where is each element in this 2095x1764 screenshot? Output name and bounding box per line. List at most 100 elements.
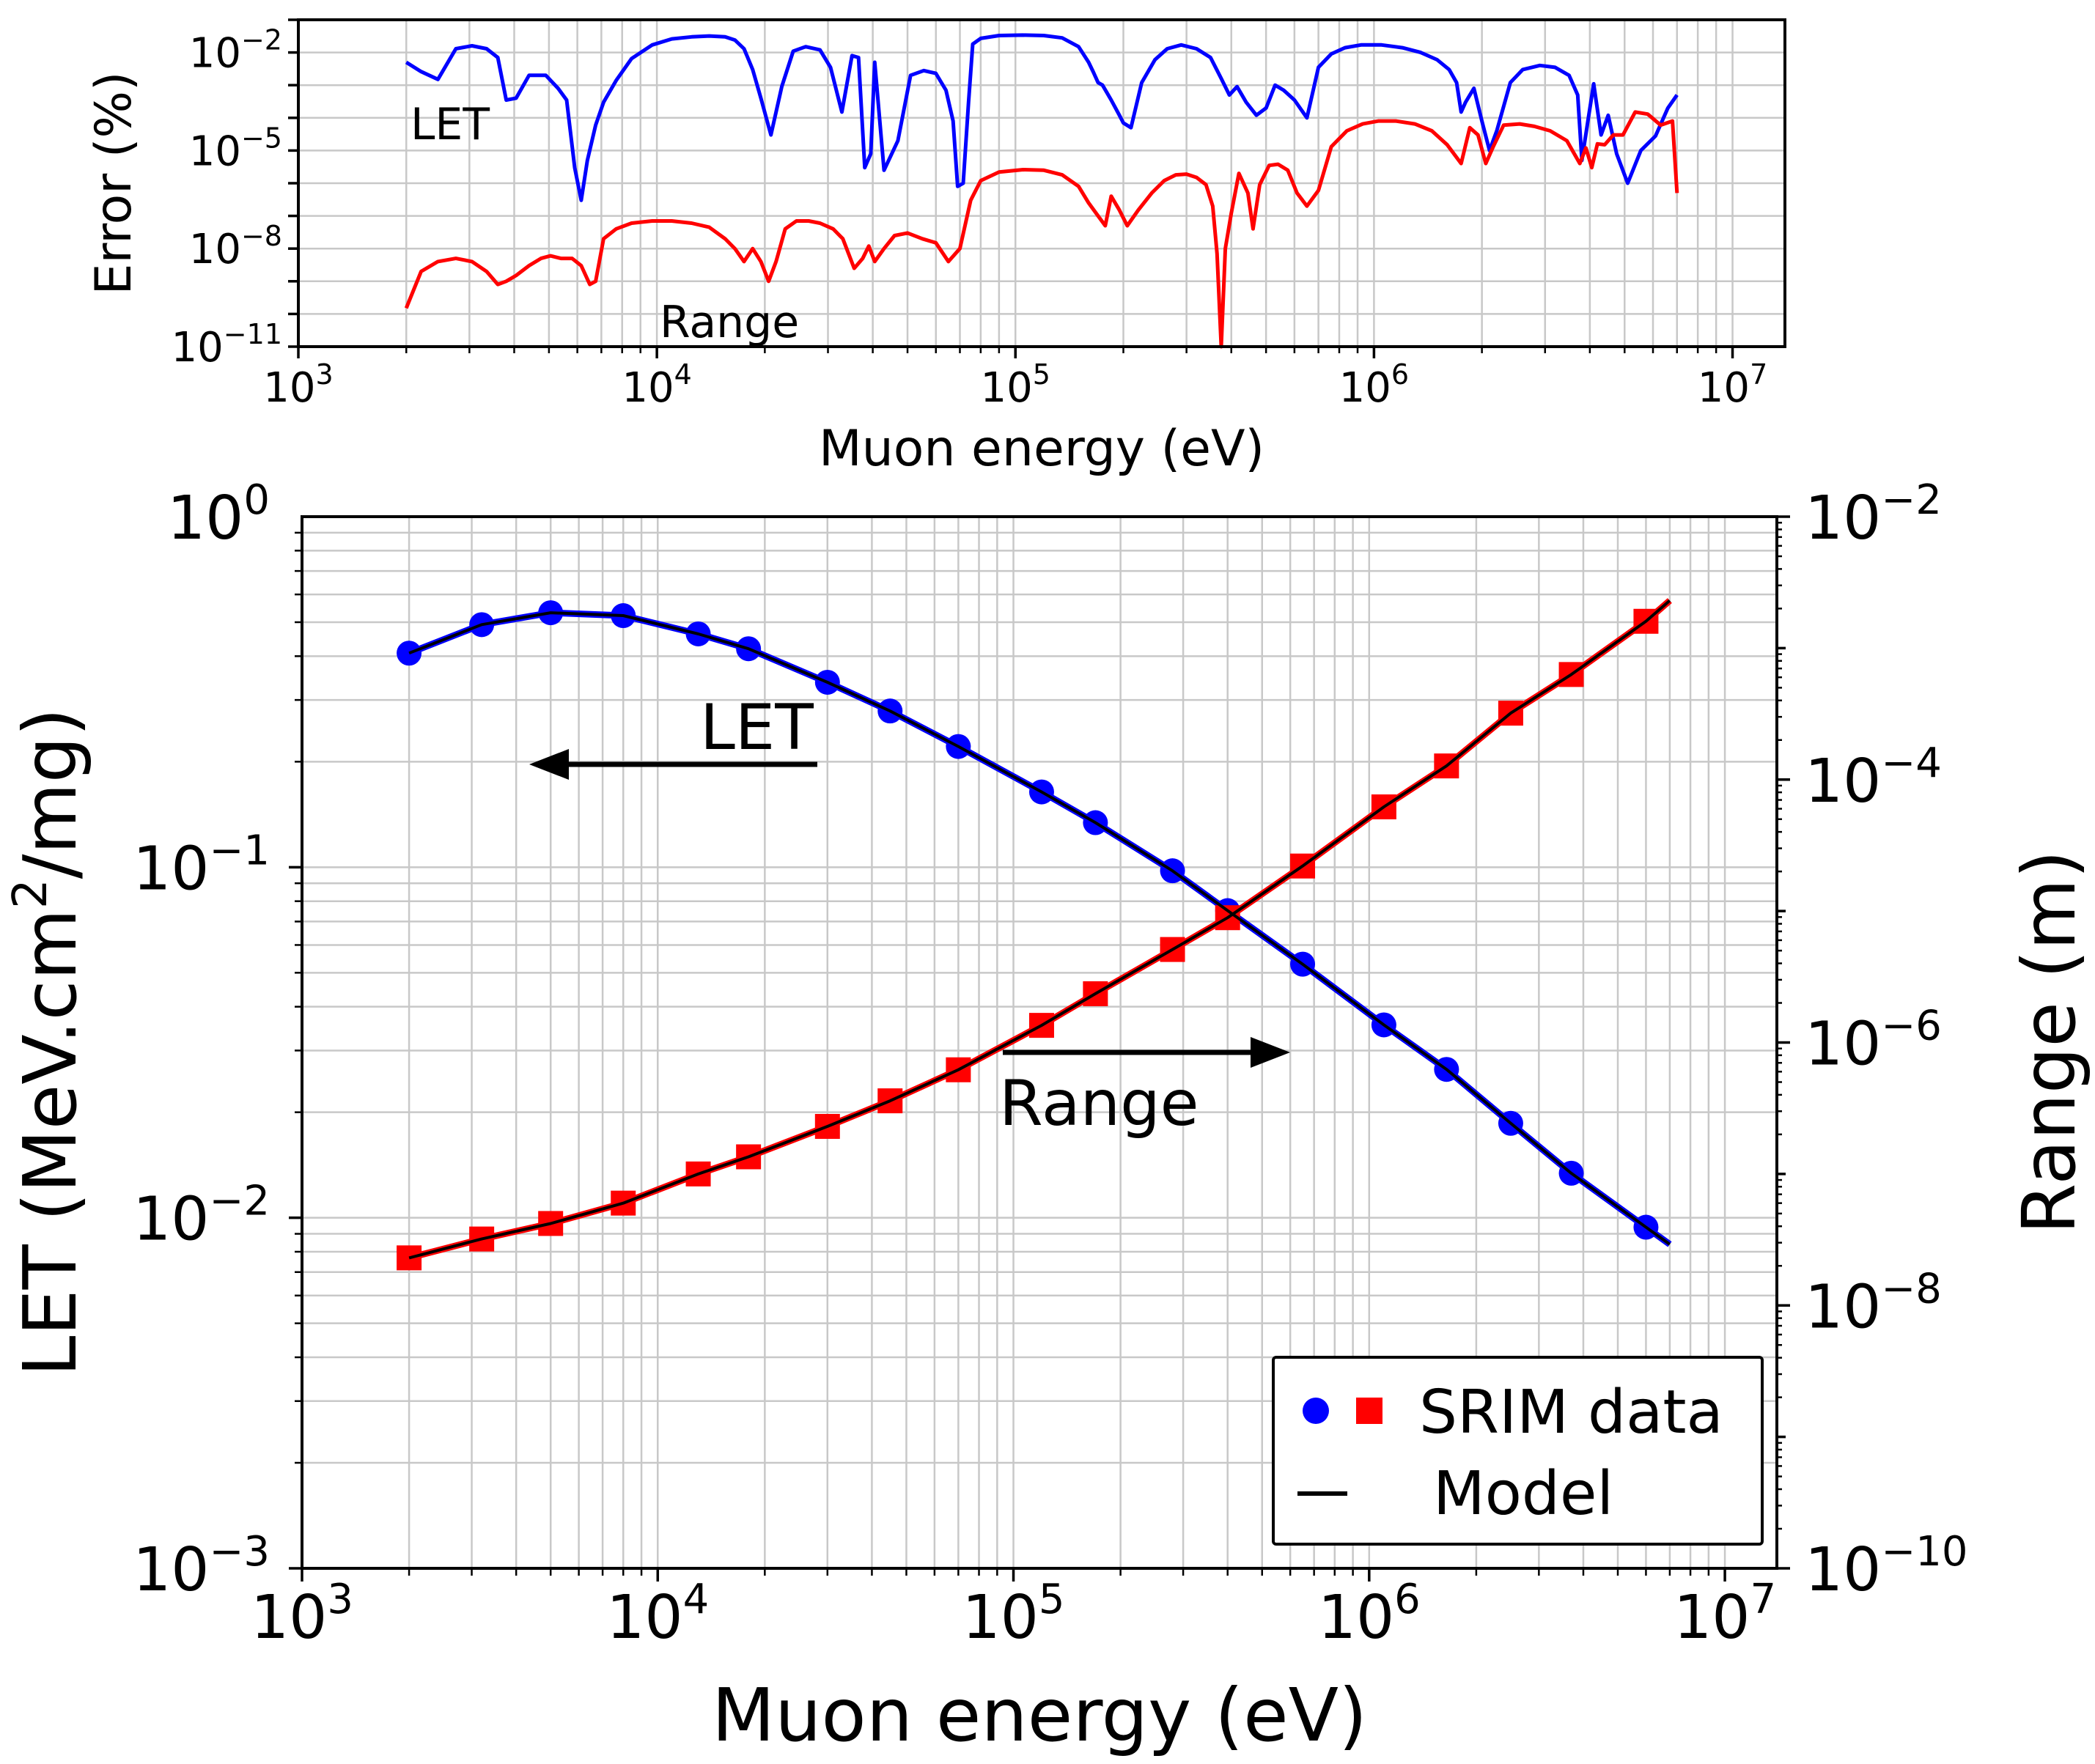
main-x-tick-label-exp: 7 (1750, 1576, 1776, 1623)
error-x-tick-label: 103 (263, 358, 333, 412)
error-chart-x-axis-label: Muon energy (eV) (819, 420, 1264, 478)
range-model-line (408, 599, 1671, 1260)
error-series-let (405, 33, 1679, 202)
main-left-tick-label: 10−3 (133, 1528, 270, 1605)
error-y-tick-label-exp: −11 (224, 318, 282, 350)
let-model-line (408, 611, 1671, 1246)
error-x-tick-label: 107 (1698, 358, 1767, 412)
error-x-tick-label-base: 10 (263, 364, 315, 412)
error-y-tick-label-base: 10 (189, 226, 241, 273)
error-chart-grid (297, 18, 1785, 348)
let-range-chart-frame (301, 515, 1778, 1570)
main-right-tick-label-exp: −6 (1881, 1003, 1942, 1050)
error-y-tick-label-exp: −5 (241, 122, 282, 154)
main-left-tick-label-base: 10 (133, 834, 209, 904)
main-left-y-axis-label: LET (MeV.cm2/mg) (4, 708, 93, 1377)
error-x-tick-label-base: 10 (1698, 364, 1750, 412)
error-y-tick-label-exp: −8 (241, 220, 282, 252)
legend-box (1272, 1356, 1764, 1546)
error-y-tick-label-base: 10 (189, 30, 241, 78)
main-x-tick-label-base: 10 (606, 1583, 682, 1653)
let-arrow (529, 749, 817, 780)
legend-label-model: Model (1433, 1459, 1613, 1529)
main-right-tick-label-base: 10 (1805, 484, 1881, 553)
main-x-tick-label-exp: 6 (1394, 1576, 1421, 1623)
error-y-tick-label-exp: −2 (241, 24, 282, 56)
main-x-tick-label-exp: 4 (683, 1576, 710, 1623)
main-x-tick-label: 104 (606, 1576, 709, 1653)
main-right-tick-label: 10−4 (1805, 739, 1942, 816)
main-right-tick-label-exp: −4 (1881, 739, 1942, 787)
error-chart-x-tick-labels: 103 104 105 106 107 (263, 358, 1767, 412)
main-right-tick-label: 10−6 (1805, 1003, 1942, 1080)
main-x-tick-label-base: 10 (251, 1583, 327, 1653)
error-chart-y-axis-label: Error (%) (85, 71, 143, 295)
main-left-tick-label-exp: −1 (209, 827, 270, 874)
main-x-tick-label-exp: 3 (327, 1576, 353, 1623)
main-left-tick-label-exp: −3 (209, 1528, 270, 1576)
error-x-tick-label-exp: 7 (1750, 358, 1767, 391)
error-y-tick-label-base: 10 (189, 128, 241, 175)
legend-square-marker (1356, 1398, 1382, 1424)
main-x-tick-label: 106 (1318, 1576, 1421, 1653)
main-right-tick-label: 10−10 (1805, 1528, 1968, 1605)
error-x-tick-label-exp: 5 (1033, 358, 1050, 391)
error-x-tick-label-exp: 3 (316, 358, 334, 391)
main-x-tick-label-base: 10 (1674, 1583, 1750, 1653)
main-right-tick-label-base: 10 (1805, 747, 1881, 816)
range-arrow (1003, 1037, 1290, 1068)
main-left-y-label-pre: LET (MeV.cm (7, 909, 93, 1376)
error-chart-series (404, 33, 1679, 349)
error-chart-frame (297, 18, 1786, 348)
error-x-tick-label: 104 (622, 358, 691, 412)
legend-label-srim: SRIM data (1419, 1378, 1723, 1447)
main-left-tick-label-exp: −2 (209, 1178, 270, 1225)
error-y-tick-label: 10−11 (172, 318, 282, 372)
main-right-tick-label: 10−8 (1805, 1265, 1942, 1342)
error-x-tick-label-base: 10 (981, 364, 1033, 412)
main-right-tick-label-base: 10 (1805, 1010, 1881, 1080)
main-left-tick-label-base: 10 (133, 1535, 209, 1605)
main-left-tick-label-base: 10 (167, 484, 243, 553)
main-right-y-axis-label: Range (m) (2006, 850, 2092, 1234)
range-annotation: Range (999, 1067, 1199, 1140)
error-chart-annotation-let: LET (410, 99, 490, 150)
error-x-tick-label: 105 (981, 358, 1050, 412)
main-x-axis-label: Muon energy (eV) (712, 1672, 1367, 1758)
main-right-tick-label-exp: −2 (1881, 476, 1942, 524)
let-range-chart-x-tick-labels: 103 104 105 106 107 (251, 1576, 1776, 1653)
range-srim-point (397, 1245, 422, 1271)
main-x-tick-label-base: 10 (962, 1583, 1039, 1653)
main-right-tick-label: 10−2 (1805, 476, 1942, 553)
main-x-tick-label: 107 (1674, 1576, 1776, 1653)
error-x-tick-label-base: 10 (1339, 364, 1391, 412)
error-x-tick-label-base: 10 (622, 364, 674, 412)
main-left-tick-label: 10−2 (133, 1178, 270, 1255)
main-right-tick-label-exp: −8 (1881, 1265, 1942, 1313)
let-annotation: LET (700, 691, 814, 764)
let-srim-point (397, 641, 422, 666)
error-chart-ticks (288, 18, 1734, 358)
main-x-tick-label: 105 (962, 1576, 1065, 1653)
main-left-tick-label: 10−1 (133, 827, 270, 904)
error-y-tick-label-base: 10 (172, 324, 224, 372)
underlay-let-model (408, 609, 1672, 1247)
error-x-tick-label-exp: 6 (1391, 358, 1409, 391)
error-x-tick-label: 106 (1339, 358, 1409, 412)
error-chart-annotation-range: Range (660, 297, 799, 348)
error-y-tick-label: 10−8 (189, 220, 282, 273)
main-left-tick-label-exp: 0 (243, 476, 270, 524)
let-range-chart-series (397, 598, 1672, 1271)
main-left-tick-label-base: 10 (133, 1185, 209, 1255)
main-left-tick-label: 100 (167, 476, 270, 553)
main-x-tick-label: 103 (251, 1576, 353, 1653)
main-right-tick-label-base: 10 (1805, 1535, 1881, 1605)
error-series-range (404, 110, 1679, 349)
main-left-y-label-post: /mg) (7, 708, 93, 879)
legend: SRIM data Model (1272, 1356, 1764, 1546)
